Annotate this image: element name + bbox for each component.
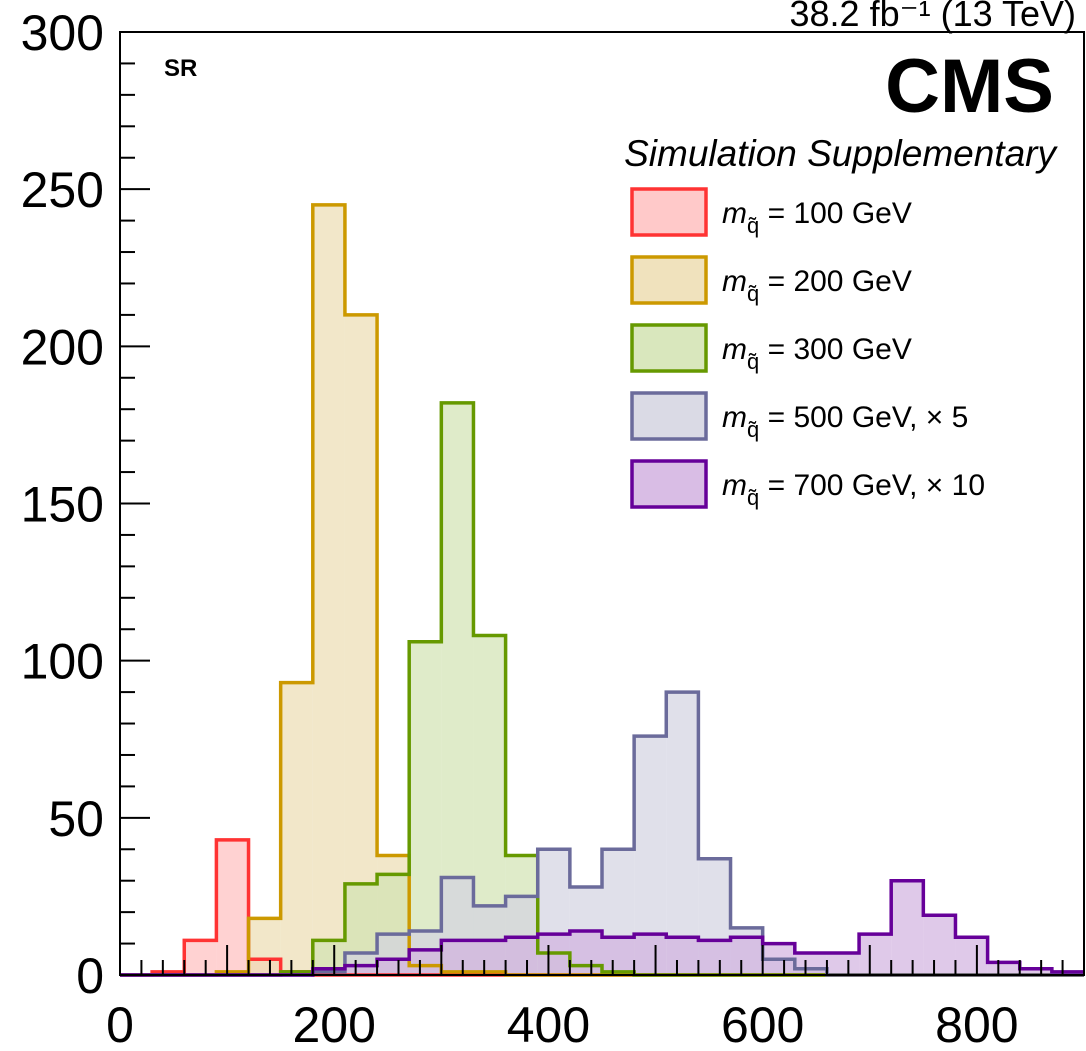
legend-label: mq̃ = 300 GeV <box>722 333 912 374</box>
legend-entry: mq̃ = 200 GeV <box>630 255 912 306</box>
axes: 0 200 400 600 800 0 50 100 150 200 250 300 <box>21 5 1085 1051</box>
legend-swatch <box>630 255 708 305</box>
legend-swatch <box>630 459 708 509</box>
legend-label: mq̃ = 200 GeV <box>722 265 912 306</box>
series-5-bar <box>859 934 892 975</box>
legend-entry: mq̃ = 500 GeV, × 5 <box>630 391 968 442</box>
series-5-bar <box>377 959 410 975</box>
series-5-bar <box>569 930 602 975</box>
series-1-bar <box>184 940 217 975</box>
x-tick-label: 200 <box>293 997 376 1051</box>
legend-entry: mq̃ = 700 GeV, × 10 <box>630 459 985 510</box>
series-5-bar <box>602 937 635 975</box>
x-tick-label: 600 <box>721 997 804 1051</box>
legend-swatch <box>630 391 708 441</box>
series-5-bar <box>794 952 827 975</box>
series-5-bar <box>955 937 988 975</box>
legend-label: mq̃ = 100 GeV <box>722 197 912 238</box>
series-5-bar <box>634 934 667 975</box>
y-tick-label: 50 <box>48 791 104 847</box>
y-tick-label: 300 <box>21 5 104 61</box>
luminosity-label: 38.2 fb⁻¹ (13 TeV) <box>790 0 1077 34</box>
series-2-bar <box>344 314 378 975</box>
series-5-outline <box>120 878 1084 977</box>
legend-label: mq̃ = 500 GeV, × 5 <box>722 401 968 442</box>
series-5-bar <box>441 940 474 975</box>
legend-label: mq̃ = 700 GeV, × 10 <box>722 469 985 510</box>
y-tick-label: 100 <box>21 634 104 690</box>
region-label: SR <box>164 55 197 82</box>
series-4-bar <box>666 692 699 975</box>
y-tick-label: 200 <box>21 319 104 375</box>
legend-swatch <box>630 323 708 373</box>
series-5-bar <box>891 880 924 975</box>
x-tick-label: 0 <box>106 997 134 1051</box>
histogram-bars <box>120 203 1084 977</box>
legend-entry: mq̃ = 100 GeV <box>630 187 912 238</box>
legend-entry: mq̃ = 300 GeV <box>630 323 912 374</box>
series-1-bar <box>216 839 249 975</box>
status-label: Simulation Supplementary <box>624 133 1058 174</box>
x-tick-label: 400 <box>507 997 590 1051</box>
series-2-bar <box>280 682 313 975</box>
series-5-bar <box>1019 968 1052 975</box>
series-5-bar <box>987 962 1020 975</box>
x-tick-label: 800 <box>935 997 1018 1051</box>
legend-swatch <box>630 187 708 237</box>
series-5-bar <box>473 940 506 975</box>
series-2-bar <box>312 204 345 976</box>
series-5-bar <box>730 937 763 975</box>
legend: mq̃ = 100 GeV mq̃ = 200 GeV mq̃ = 300 GeV m… <box>630 187 985 510</box>
experiment-label: CMS <box>885 44 1054 129</box>
series-3-bar <box>409 641 442 975</box>
series-5-bar <box>505 937 538 975</box>
series-5-bar <box>344 965 378 975</box>
series-5-bar <box>826 952 860 975</box>
y-tick-label: 0 <box>76 948 104 1004</box>
series-2-bar <box>248 918 281 975</box>
series-5-bar <box>409 949 442 975</box>
y-tick-label: 150 <box>21 477 104 533</box>
y-tick-label: 250 <box>21 162 104 218</box>
series-5-bar <box>698 940 731 975</box>
series-5-bar <box>666 937 699 975</box>
series-1 <box>152 839 313 975</box>
series-5-bar <box>923 915 956 975</box>
